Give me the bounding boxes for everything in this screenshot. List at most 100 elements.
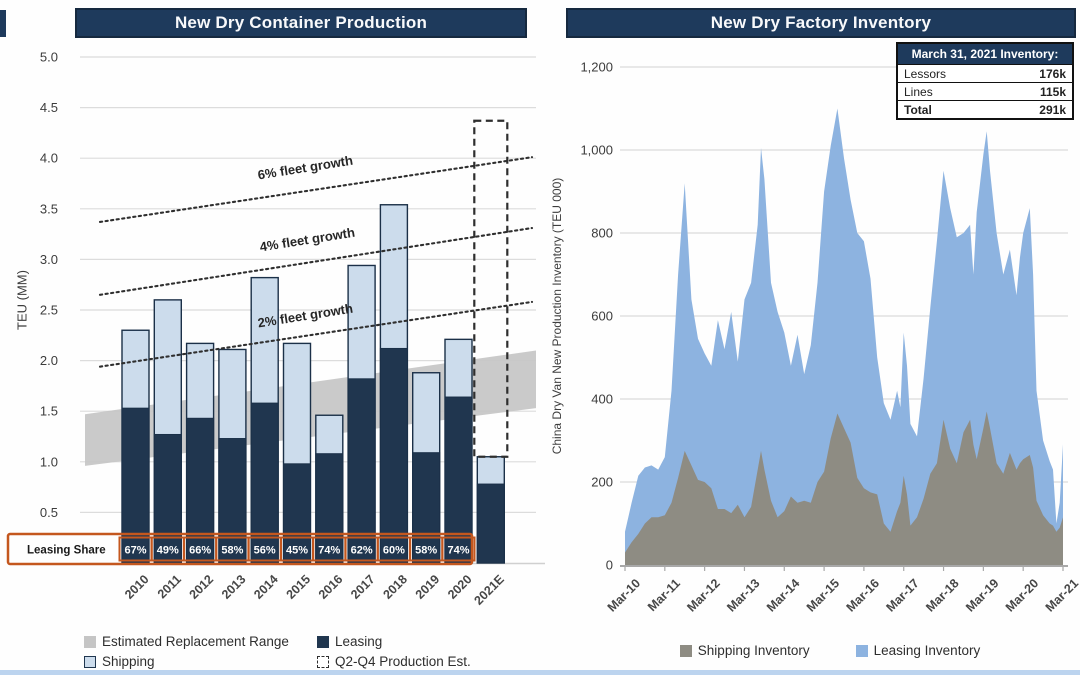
bar-leasing-2011 (153, 433, 182, 564)
bar-leasing-2013 (218, 438, 247, 564)
leasing-share-value: 60% (383, 545, 405, 557)
right-y-tick-label: 1,200 (580, 60, 613, 75)
leasing-share-label: Leasing Share (27, 545, 106, 557)
production-est-swatch-icon (317, 655, 329, 668)
left-x-tick-label: 2011 (155, 572, 184, 601)
left-y-tick-label: 1.0 (40, 454, 58, 469)
inventory-row-value: 115k (1039, 84, 1066, 99)
bar-leasing-2019 (412, 452, 441, 564)
left-chart-legend: Estimated Replacement Range Leasing Ship… (84, 634, 471, 669)
left-x-tick-label: 2010 (122, 572, 152, 602)
left-x-tick-label: 2015 (284, 572, 314, 602)
right-x-tick-label: Mar-11 (645, 576, 683, 614)
production-est-box (473, 119, 509, 458)
leasing-share-value: 74% (318, 545, 340, 557)
legend-label: Estimated Replacement Range (102, 634, 289, 649)
growth-line-4pct (98, 226, 534, 296)
leasing-share-cell (441, 536, 476, 562)
right-x-tick-label: Mar-19 (963, 576, 1001, 614)
right-chart-legend: Shipping Inventory Leasing Inventory (600, 643, 1060, 658)
inventory-row-lines: Lines 115k (898, 83, 1072, 101)
right-x-tick-label: Mar-17 (883, 576, 921, 614)
right-y-tick-label: 600 (591, 309, 613, 324)
legend-label: Leasing Inventory (873, 643, 981, 658)
leasing-share-value: 45% (286, 545, 308, 557)
right-y-tick-label: 1,000 (580, 143, 613, 158)
right-x-tick-label: Mar-14 (764, 576, 802, 614)
legend-label: Shipping Inventory (697, 643, 810, 658)
growth-line-label: 4% fleet growth (259, 225, 356, 255)
left-chart: 0.51.01.52.02.53.03.54.04.55.02% fleet g… (6, 50, 545, 608)
inventory-row-label: Lines (904, 84, 933, 99)
bar-leasing-2015 (283, 463, 311, 564)
bottom-accent-strip (0, 670, 1080, 675)
leasing-share-value: 56% (254, 545, 276, 557)
leasing-share-value: 66% (189, 545, 211, 557)
bar-leasing-2014 (250, 402, 279, 564)
inventory-row-value: 291k (1039, 102, 1066, 117)
left-y-tick-label: 4.5 (40, 100, 58, 115)
legend-item-replacement-range: Estimated Replacement Range (84, 634, 317, 649)
right-y-tick-label: 400 (591, 392, 613, 407)
left-x-tick-label: 2017 (348, 572, 378, 602)
shipping-inventory-area (625, 411, 1063, 565)
inventory-row-total: Total 291k (898, 101, 1072, 118)
replacement-range-swatch-icon (84, 635, 96, 648)
right-x-tick-label: Mar-12 (684, 576, 722, 614)
leasing-inventory-area (625, 108, 1063, 565)
bar-leasing-2017 (347, 378, 376, 564)
left-x-tick-label: 2016 (316, 572, 346, 602)
right-x-tick-label: Mar-18 (923, 576, 961, 614)
right-x-tick-label: Mar-20 (1003, 576, 1041, 614)
left-x-tick-label: 2019 (413, 572, 443, 602)
shipping-inventory-swatch-icon (679, 644, 692, 657)
legend-label: Leasing (335, 634, 383, 649)
legend-item-production-est: Q2-Q4 Production Est. (317, 654, 471, 669)
legend-item-shipping-inventory: Shipping Inventory (679, 643, 810, 658)
right-y-tick-label: 200 (591, 475, 613, 490)
right-y-tick-label: 800 (591, 226, 613, 241)
growth-line-label: 6% fleet growth (257, 153, 354, 183)
left-y-tick-label: 5.0 (40, 50, 58, 65)
right-x-tick-label: Mar-10 (605, 576, 643, 614)
bar-leasing-2020 (444, 396, 473, 564)
leasing-share-value: 74% (447, 545, 469, 557)
leasing-swatch-icon (317, 635, 329, 648)
growth-line-6pct (98, 156, 534, 224)
left-x-tick-label: 2018 (380, 572, 410, 602)
right-y-tick-label: 0 (606, 558, 613, 573)
right-x-tick-label: Mar-21 (1043, 576, 1080, 614)
left-chart-title: New Dry Container Production (174, 13, 428, 32)
bar-leasing-2021E (476, 483, 505, 564)
growth-line-2pct (98, 300, 534, 368)
left-x-tick-label: 2020 (445, 572, 475, 602)
bar-leasing-2012 (186, 417, 215, 564)
right-x-tick-label: Mar-16 (844, 576, 882, 614)
left-x-tick-label: 2021E (471, 572, 506, 607)
shipping-swatch-icon (84, 655, 96, 668)
left-x-tick-label: 2012 (187, 572, 217, 602)
right-x-tick-label: Mar-15 (804, 576, 842, 614)
inventory-table-header: March 31, 2021 Inventory: (898, 44, 1072, 65)
leasing-share-outer-box (6, 532, 474, 566)
bar-leasing-2016 (315, 453, 344, 564)
left-y-tick-label: 4.0 (40, 151, 58, 166)
inventory-row-label: Lessors (904, 66, 947, 81)
left-edge-artifact (0, 10, 6, 37)
inventory-row-lessors: Lessors 176k (898, 65, 1072, 83)
leasing-share-value: 58% (221, 545, 243, 557)
left-y-tick-label: 3.0 (40, 252, 58, 267)
legend-item-leasing-inventory: Leasing Inventory (855, 643, 981, 658)
inventory-row-label: Total (904, 102, 932, 117)
left-chart-title-bar: New Dry Container Production (75, 8, 527, 38)
left-y-tick-label: 3.5 (40, 201, 58, 216)
left-y-tick-label: 1.5 (40, 404, 58, 419)
legend-label: Shipping (102, 654, 155, 669)
right-x-tick-label: Mar-13 (724, 576, 762, 614)
legend-item-leasing: Leasing (317, 634, 471, 649)
right-chart-title-bar: New Dry Factory Inventory (566, 8, 1076, 38)
left-y-tick-label: 2.5 (40, 303, 58, 318)
